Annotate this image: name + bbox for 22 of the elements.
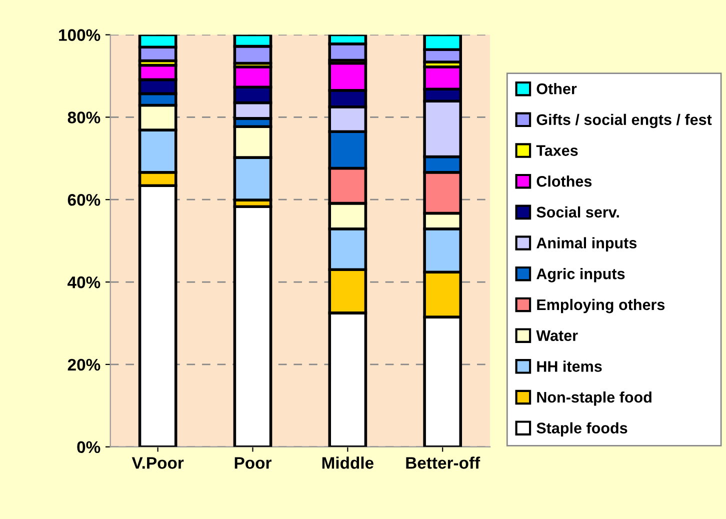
legend-label: Gifts / social engts / fest (536, 114, 712, 128)
legend-label: Non-staple food (537, 391, 652, 406)
y-tick-label: 20% (68, 358, 100, 371)
x-tick-label: V.Poor (132, 457, 184, 469)
legend-label: Water (536, 330, 578, 342)
y-tick-label: 100% (59, 29, 100, 41)
x-tick-label: Better-off (406, 456, 480, 469)
y-tick-label: 80% (68, 112, 100, 124)
legend-label: Employing others (537, 298, 665, 314)
x-tick-label: Middle (322, 456, 374, 469)
legend-label: Taxes (536, 145, 578, 156)
legend-label: Agric inputs (536, 268, 625, 282)
legend-label: Other (536, 83, 577, 94)
y-tick-label: 60% (68, 194, 100, 206)
legend-label: Animal inputs (536, 237, 637, 252)
legend-label: Staple foods (536, 422, 628, 437)
x-tick-label: Poor (234, 457, 272, 469)
y-tick-label: 40% (68, 276, 100, 288)
legend-label: Social serv. (536, 206, 619, 218)
y-tick-label: 0% (77, 441, 100, 454)
legend-label: HH items (537, 360, 602, 372)
legend-label: Clothes (536, 176, 592, 187)
